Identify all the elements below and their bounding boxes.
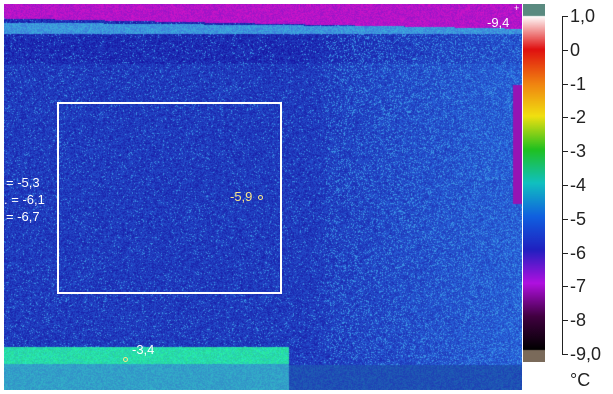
stat-avg: . = -6,1 xyxy=(4,193,45,207)
scale-tick-label: -2 xyxy=(570,108,586,126)
max-marker-value: -9,4 xyxy=(487,16,509,30)
scale-tick xyxy=(562,253,568,254)
scale-tick xyxy=(562,219,568,220)
scale-tick xyxy=(562,117,568,118)
scale-tick xyxy=(562,185,568,186)
spot-center-value: -5,9 xyxy=(230,190,252,204)
scale-tick-label: -1 xyxy=(570,75,586,93)
scale-tick-label: 0 xyxy=(570,41,580,59)
scale-tick-label: -8 xyxy=(570,311,586,329)
scale-tick-label: -3 xyxy=(570,142,586,160)
scale-tick-label: -9,0 xyxy=(570,345,601,363)
scale-tick xyxy=(562,286,568,287)
spot-bottom-marker[interactable] xyxy=(123,357,128,362)
color-scale-bar xyxy=(523,4,545,362)
scale-tick xyxy=(562,50,568,51)
max-marker-icon: + xyxy=(514,4,519,13)
scale-unit: °C xyxy=(570,370,590,391)
scale-tick-label: -6 xyxy=(570,244,586,262)
stat-min: = -6,7 xyxy=(6,210,40,224)
scale-tick xyxy=(562,354,568,355)
scale-tick xyxy=(562,320,568,321)
scale-tick-label: 1,0 xyxy=(570,7,595,25)
scale-tick-label: -4 xyxy=(570,176,586,194)
scale-tick xyxy=(562,84,568,85)
scale-tick xyxy=(562,151,568,152)
scale-tick-label: -7 xyxy=(570,277,586,295)
spot-bottom-value: -3,4 xyxy=(132,343,154,357)
scale-tick-label: -5 xyxy=(570,210,586,228)
scale-tick xyxy=(562,16,568,17)
stat-max: = -5,3 xyxy=(6,176,40,190)
spot-center-marker[interactable] xyxy=(258,195,263,200)
